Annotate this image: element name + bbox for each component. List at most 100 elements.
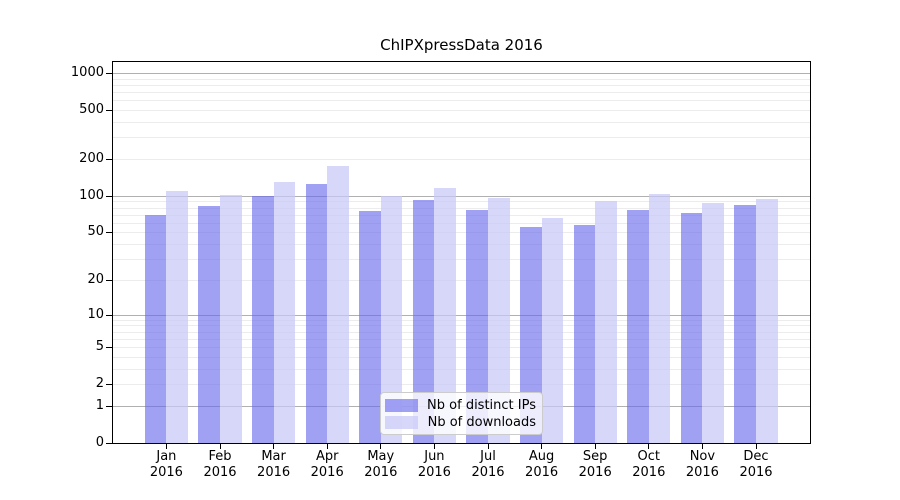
- gridline-minor: [113, 259, 810, 261]
- bar-downloads-jul: [488, 198, 510, 443]
- gridline-minor: [113, 347, 810, 348]
- bar-downloads-nov: [702, 203, 725, 443]
- gridline-minor: [113, 158, 810, 160]
- x-tick-label: Oct 2016: [632, 449, 666, 480]
- gridline-minor: [113, 207, 810, 209]
- x-tick-label: May 2016: [364, 449, 398, 480]
- x-tick-label: Apr 2016: [310, 449, 344, 480]
- bar-ips-jan: [144, 214, 167, 443]
- gridline-minor: [113, 121, 810, 123]
- y-tick-label: 200: [79, 150, 104, 166]
- chart-title: ChIPXpressData 2016: [380, 36, 543, 54]
- bar-ips-aug: [519, 227, 542, 443]
- bar-ips-jun: [412, 200, 435, 443]
- x-tick-label: Jan 2016: [149, 449, 183, 480]
- gridline-minor: [113, 78, 810, 80]
- bar-downloads-jan: [166, 190, 189, 443]
- gridline-minor: [113, 384, 810, 386]
- legend-swatch-ips: [385, 399, 418, 412]
- x-tick: [755, 444, 757, 449]
- y-tick: [106, 72, 112, 74]
- x-tick-label: Nov 2016: [685, 449, 719, 480]
- legend-swatch-downloads: [385, 416, 418, 429]
- x-tick-label: Sep 2016: [578, 449, 612, 480]
- y-tick: [106, 232, 112, 234]
- y-tick: [106, 405, 112, 407]
- gridline-minor: [113, 214, 810, 216]
- y-tick: [106, 158, 112, 160]
- x-tick: [380, 444, 382, 449]
- legend-item-downloads: Nb of downloads: [385, 415, 536, 430]
- x-tick-label: Jun 2016: [417, 449, 451, 480]
- x-tick: [701, 444, 703, 449]
- y-tick: [106, 347, 112, 348]
- x-tick: [594, 444, 596, 449]
- y-tick-label: 20: [87, 271, 104, 287]
- y-tick-label: 2: [95, 376, 104, 392]
- x-tick: [487, 444, 489, 449]
- y-tick: [106, 279, 112, 281]
- y-tick-label: 50: [87, 224, 104, 240]
- x-tick: [165, 444, 167, 449]
- x-tick: [219, 444, 221, 449]
- gridline-major: [113, 72, 810, 74]
- bar-ips-feb: [198, 205, 220, 443]
- x-tick-label: Mar 2016: [257, 449, 291, 480]
- y-tick-label: 10: [87, 306, 104, 322]
- gridline-minor: [113, 356, 810, 358]
- gridline-minor: [113, 109, 810, 111]
- y-tick: [106, 195, 112, 197]
- x-tick-label: Feb 2016: [203, 449, 237, 480]
- bar-downloads-feb: [220, 195, 242, 443]
- legend-label-downloads: Nb of downloads: [427, 415, 536, 430]
- gridline-minor: [113, 244, 810, 246]
- legend-label-ips: Nb of distinct IPs: [427, 398, 536, 413]
- gridline-major: [113, 195, 810, 197]
- y-tick-label: 5: [95, 339, 104, 354]
- legend: Nb of distinct IPs Nb of downloads: [380, 392, 543, 435]
- gridline-minor: [113, 232, 810, 234]
- gridline-minor: [113, 84, 810, 86]
- x-tick-label: Jul 2016: [471, 449, 505, 480]
- bar-ips-nov: [680, 213, 703, 443]
- y-tick-label: 100: [79, 187, 104, 203]
- bar-downloads-jun: [434, 188, 457, 443]
- x-tick: [648, 444, 650, 449]
- x-tick: [433, 444, 435, 449]
- x-tick: [541, 444, 543, 449]
- y-tick: [106, 443, 112, 444]
- bar-downloads-may: [380, 195, 403, 443]
- bar-downloads-dec: [756, 199, 778, 443]
- y-tick-label: 1: [95, 397, 104, 413]
- bar-ips-oct: [627, 209, 649, 443]
- gridline-minor: [113, 100, 810, 102]
- bar-ips-mar: [251, 195, 274, 443]
- gridline-minor: [113, 137, 810, 139]
- gridline-minor: [113, 331, 810, 333]
- bar-ips-may: [359, 210, 381, 443]
- x-tick: [273, 444, 275, 449]
- x-tick-label: Aug 2016: [525, 449, 559, 480]
- bar-downloads-oct: [648, 194, 671, 443]
- gridline-minor: [113, 338, 810, 340]
- bar-ips-apr: [305, 183, 328, 443]
- y-tick: [106, 314, 112, 316]
- x-tick: [326, 444, 328, 449]
- bar-ips-dec: [734, 204, 756, 443]
- bar-downloads-aug: [541, 217, 564, 443]
- bar-ips-jul: [466, 209, 488, 443]
- plot-area: Nb of distinct IPs Nb of downloads: [112, 61, 811, 444]
- bar-downloads-mar: [273, 181, 296, 443]
- legend-item-ips: Nb of distinct IPs: [385, 398, 536, 413]
- gridline-minor: [113, 91, 810, 93]
- gridline-minor: [113, 201, 810, 203]
- y-tick: [106, 109, 112, 111]
- gridline-major: [113, 314, 810, 316]
- y-tick: [106, 384, 112, 386]
- bar-ips-sep: [573, 225, 596, 443]
- y-tick-label: 1000: [70, 64, 104, 80]
- y-tick-label: 500: [79, 101, 104, 117]
- x-tick-label: Dec 2016: [739, 449, 773, 480]
- y-tick-label: 0: [95, 435, 104, 450]
